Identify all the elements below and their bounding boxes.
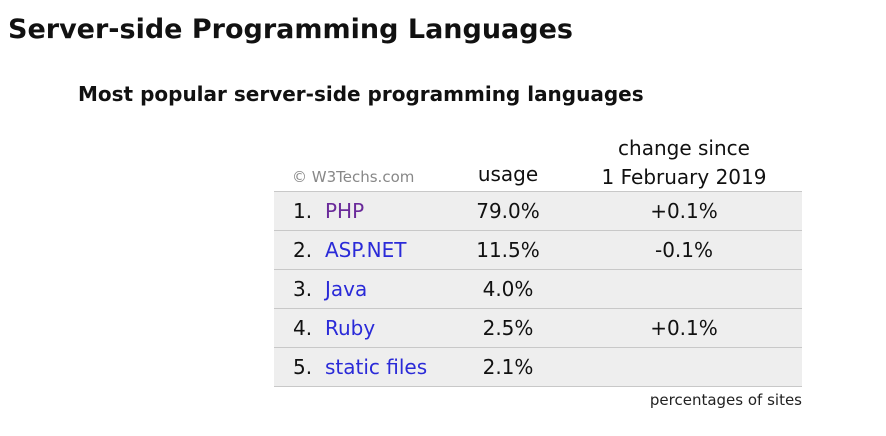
table-title: Most popular server-side programming lan…: [78, 82, 644, 106]
table-body: 1. PHP 79.0% +0.1% 2. ASP.NET 11.5% -0.1% 3. Java…: [274, 191, 802, 387]
header-line: 1 February 2019: [601, 165, 767, 189]
table-row: 5. static files 2.1%: [274, 347, 802, 387]
usage-cell: 11.5%: [476, 238, 540, 262]
table-row: 1. PHP 79.0% +0.1%: [274, 191, 802, 230]
table-row: 3. Java 4.0%: [274, 269, 802, 308]
footnote: percentages of sites: [649, 391, 802, 409]
language-link[interactable]: Java: [325, 277, 368, 301]
rank-cell: 1.: [293, 199, 313, 223]
rank-cell: 5.: [293, 355, 313, 379]
usage-cell: 2.1%: [482, 355, 534, 379]
usage-cell: 79.0%: [476, 199, 540, 223]
language-link[interactable]: static files: [325, 355, 428, 379]
page-title: Server-side Programming Languages: [8, 14, 573, 45]
usage-cell: 4.0%: [482, 277, 534, 301]
header-line: change since: [618, 136, 750, 160]
table-row: 2. ASP.NET 11.5% -0.1%: [274, 230, 802, 269]
language-link[interactable]: PHP: [325, 199, 365, 223]
rank-cell: 3.: [293, 277, 313, 301]
column-header: change since 1 February 2019: [578, 134, 790, 192]
change-cell: +0.1%: [650, 199, 718, 223]
language-link[interactable]: ASP.NET: [325, 238, 407, 262]
language-link[interactable]: Ruby: [325, 316, 376, 340]
column-header: usage: [477, 162, 539, 186]
change-cell: +0.1%: [650, 316, 718, 340]
usage-cell: 2.5%: [482, 316, 534, 340]
table-row: 4. Ruby 2.5% +0.1%: [274, 308, 802, 347]
rank-cell: 4.: [293, 316, 313, 340]
rank-cell: 2.: [293, 238, 313, 262]
change-cell: -0.1%: [654, 238, 714, 262]
credit: © W3Techs.com: [292, 168, 415, 186]
